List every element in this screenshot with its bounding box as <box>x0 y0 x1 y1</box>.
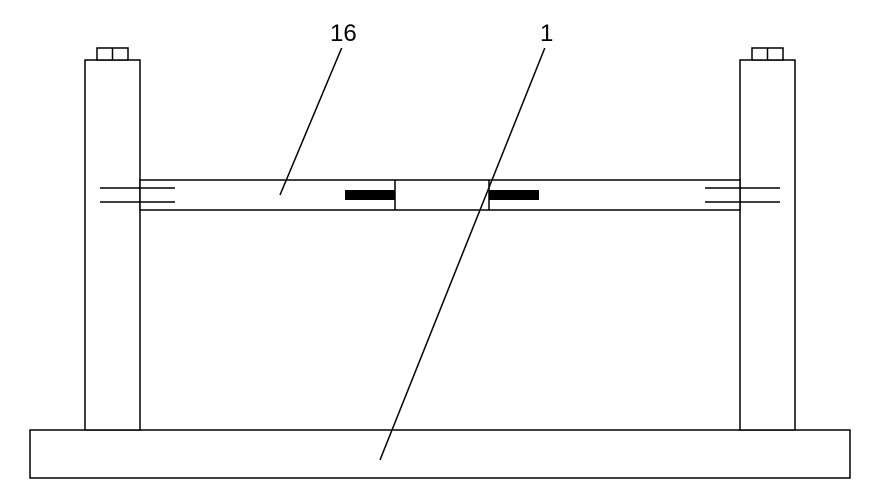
diagram-svg <box>0 0 887 504</box>
diagram-container: 16 1 <box>0 0 887 504</box>
label-1: 1 <box>540 20 553 48</box>
label-16: 16 <box>330 20 357 48</box>
